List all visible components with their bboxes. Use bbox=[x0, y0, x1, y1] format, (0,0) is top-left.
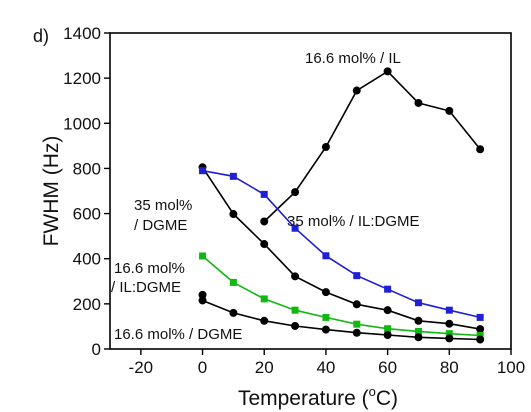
x-tick-label: 20 bbox=[255, 358, 274, 377]
series-layer bbox=[198, 67, 485, 344]
series-2 bbox=[198, 163, 485, 334]
series-6 bbox=[198, 290, 207, 299]
annotation-16-6-dgme: 16.6 mol% / DGME bbox=[114, 326, 242, 343]
data-point bbox=[260, 217, 269, 226]
data-point bbox=[353, 320, 361, 328]
x-axis-title-tail: C) bbox=[376, 387, 398, 410]
data-point bbox=[198, 290, 207, 299]
data-point bbox=[414, 327, 422, 335]
data-point bbox=[414, 316, 423, 325]
y-tick-label: 200 bbox=[73, 295, 101, 314]
data-point bbox=[260, 295, 268, 303]
y-tick-label: 1400 bbox=[63, 24, 101, 43]
data-point bbox=[384, 325, 392, 333]
data-point bbox=[476, 325, 485, 334]
annotation-16-6-il-dgme-line2: / IL:DGME bbox=[111, 279, 181, 296]
annotation-16-6-il-dgme-line1: 16.6 mol% bbox=[114, 260, 185, 277]
data-point bbox=[445, 334, 454, 343]
annotation-35-dgme-line1: 35 mol% bbox=[134, 197, 192, 214]
data-point bbox=[383, 67, 392, 76]
series-line bbox=[202, 169, 481, 319]
data-point bbox=[291, 306, 299, 314]
data-point bbox=[260, 190, 268, 198]
data-point bbox=[476, 331, 484, 339]
x-tick-label: 60 bbox=[378, 358, 397, 377]
y-axis-title: FWHM (Hz) bbox=[40, 136, 63, 247]
x-tick-label: 100 bbox=[497, 358, 525, 377]
annotation-16-6-il: 16.6 mol% / IL bbox=[305, 50, 401, 67]
data-point bbox=[476, 335, 485, 344]
data-point bbox=[352, 86, 361, 95]
y-tick-label: 400 bbox=[73, 250, 101, 269]
panel-label: d) bbox=[33, 26, 49, 46]
data-point bbox=[229, 278, 237, 286]
x-tick-label: -20 bbox=[129, 358, 154, 377]
series-line bbox=[201, 255, 481, 337]
data-point bbox=[445, 330, 453, 338]
x-axis-title-sup: o bbox=[369, 384, 376, 399]
data-point bbox=[353, 272, 361, 280]
data-point bbox=[445, 319, 454, 328]
annotation-35-dgme-line2: / DGME bbox=[134, 217, 187, 234]
series-4 bbox=[199, 252, 484, 339]
data-point bbox=[321, 142, 330, 151]
data-point bbox=[229, 210, 238, 219]
data-point bbox=[199, 252, 207, 260]
data-point bbox=[260, 240, 269, 249]
data-point bbox=[291, 188, 300, 197]
data-point bbox=[229, 308, 238, 317]
x-tick-label: 40 bbox=[316, 358, 335, 377]
series-1 bbox=[260, 67, 485, 226]
data-point bbox=[383, 306, 392, 315]
y-tick-label: 1000 bbox=[63, 114, 101, 133]
series-line bbox=[202, 299, 481, 341]
y-tick-label: 1200 bbox=[63, 69, 101, 88]
data-point bbox=[229, 172, 237, 180]
data-point bbox=[260, 316, 269, 325]
data-point bbox=[321, 325, 330, 334]
data-point bbox=[414, 333, 423, 342]
data-point bbox=[445, 106, 454, 115]
data-point bbox=[291, 321, 300, 330]
series-line bbox=[263, 70, 481, 223]
data-point bbox=[321, 288, 330, 297]
data-point bbox=[322, 252, 330, 260]
data-point bbox=[414, 299, 422, 307]
data-point bbox=[322, 313, 330, 321]
x-axis-title-main: Temperature ( bbox=[238, 387, 369, 410]
data-point bbox=[199, 167, 207, 175]
y-tick-label: 600 bbox=[73, 205, 101, 224]
x-axis-title: Temperature (oC) bbox=[238, 384, 398, 410]
data-point bbox=[291, 224, 299, 232]
plot-frame bbox=[109, 32, 512, 350]
series-5 bbox=[198, 296, 485, 344]
y-tick-label: 800 bbox=[73, 159, 101, 178]
data-point bbox=[198, 296, 207, 305]
series-line bbox=[201, 166, 481, 330]
data-point bbox=[352, 328, 361, 337]
y-tick-label: 0 bbox=[92, 340, 101, 359]
data-point bbox=[445, 306, 453, 314]
data-point bbox=[383, 331, 392, 340]
annotation-35-il-dgme: 35 mol% / IL:DGME bbox=[287, 213, 420, 230]
series-3 bbox=[199, 167, 484, 321]
data-point bbox=[384, 285, 392, 293]
data-point bbox=[414, 98, 423, 107]
x-tick-label: 80 bbox=[440, 358, 459, 377]
data-point bbox=[476, 145, 485, 154]
data-point bbox=[476, 313, 484, 321]
data-point bbox=[352, 300, 361, 309]
data-point bbox=[291, 272, 300, 281]
x-tick-label: 0 bbox=[198, 358, 207, 377]
